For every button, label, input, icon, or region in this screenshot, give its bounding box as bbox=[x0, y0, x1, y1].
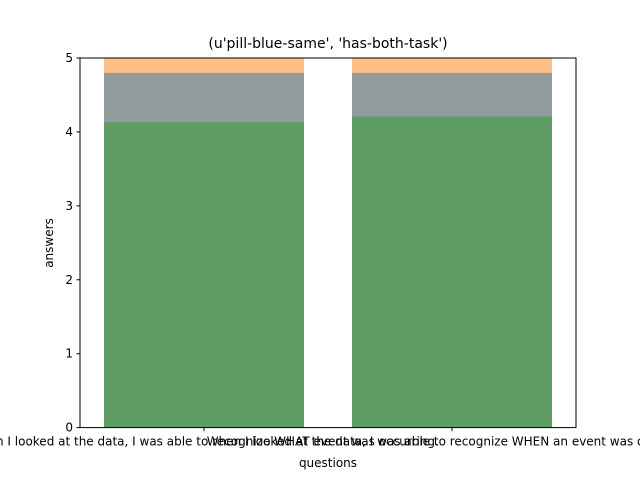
bar-series3-1 bbox=[104, 122, 304, 428]
x-tick-label: When I looked at the data, I was able to… bbox=[207, 435, 640, 449]
y-tick-label: 0 bbox=[65, 421, 73, 435]
x-axis-label: questions bbox=[299, 456, 357, 470]
y-axis-label: answers bbox=[42, 218, 56, 268]
chart-title: (u'pill-blue-same', 'has-both-task') bbox=[208, 36, 447, 52]
y-tick-label: 2 bbox=[65, 273, 73, 287]
y-axis: 0 1 2 3 4 5 bbox=[65, 51, 80, 435]
y-tick-label: 4 bbox=[65, 125, 73, 139]
y-tick-label: 3 bbox=[65, 199, 73, 213]
y-tick-label: 5 bbox=[65, 51, 73, 65]
y-tick-label: 1 bbox=[65, 347, 73, 361]
bar-series3-2 bbox=[352, 116, 552, 428]
x-axis: When I looked at the data, I was able to… bbox=[0, 427, 640, 449]
plot-frame bbox=[79, 57, 577, 429]
bars-layer bbox=[104, 58, 552, 428]
x-tick-label: When I looked at the data, I was able to… bbox=[0, 435, 439, 449]
